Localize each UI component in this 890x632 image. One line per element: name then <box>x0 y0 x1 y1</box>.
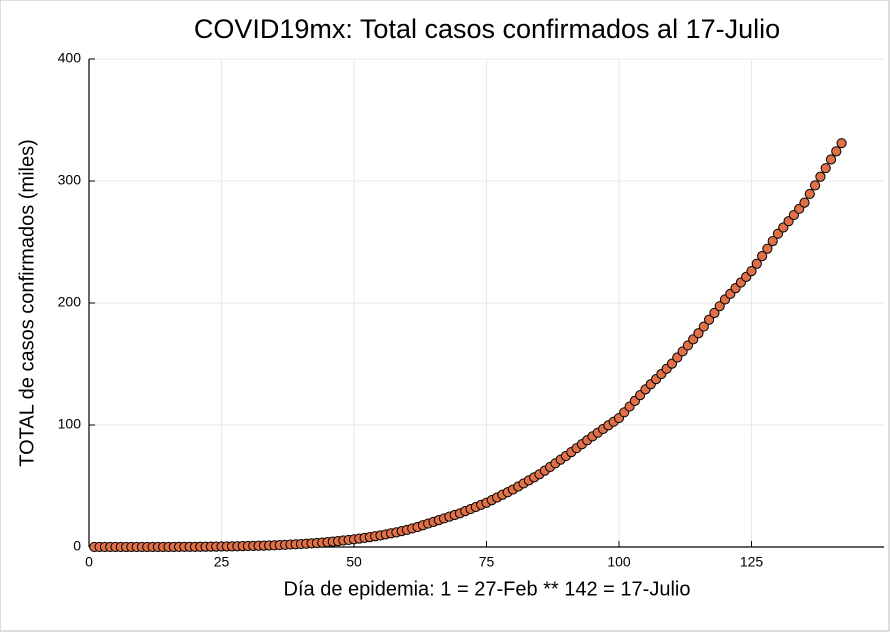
y-tick-label: 300 <box>58 172 82 188</box>
y-tick-label: 200 <box>58 294 82 310</box>
point <box>714 301 725 312</box>
x-tick-label: 125 <box>740 554 764 570</box>
x-tick-label: 0 <box>85 554 93 570</box>
point <box>767 236 778 247</box>
point <box>820 163 831 174</box>
point <box>762 243 773 254</box>
point <box>815 171 826 182</box>
point <box>825 154 837 165</box>
point <box>757 251 768 262</box>
chart-title: COVID19mx: Total casos confirmados al 17… <box>194 14 780 44</box>
point <box>836 138 847 149</box>
x-tick-label: 100 <box>607 554 631 570</box>
point <box>709 307 720 319</box>
point <box>751 258 762 269</box>
y-axis-label: TOTAL de casos confirmados (miles) <box>16 139 38 467</box>
x-tick-label: 50 <box>346 554 362 570</box>
point <box>804 188 815 200</box>
point <box>799 197 810 208</box>
x-axis-label: Día de epidemia: 1 = 27-Feb ** 142 = 17-… <box>284 578 691 600</box>
point <box>831 146 842 157</box>
x-tick-label: 25 <box>214 554 230 570</box>
y-tick-label: 100 <box>58 416 82 432</box>
y-tick-label: 0 <box>73 538 81 554</box>
x-tick-label: 75 <box>479 554 495 570</box>
point <box>693 328 704 339</box>
point <box>698 321 709 332</box>
point <box>810 180 821 191</box>
point <box>746 266 757 277</box>
y-tick-label: 400 <box>58 50 82 66</box>
point <box>704 314 715 325</box>
